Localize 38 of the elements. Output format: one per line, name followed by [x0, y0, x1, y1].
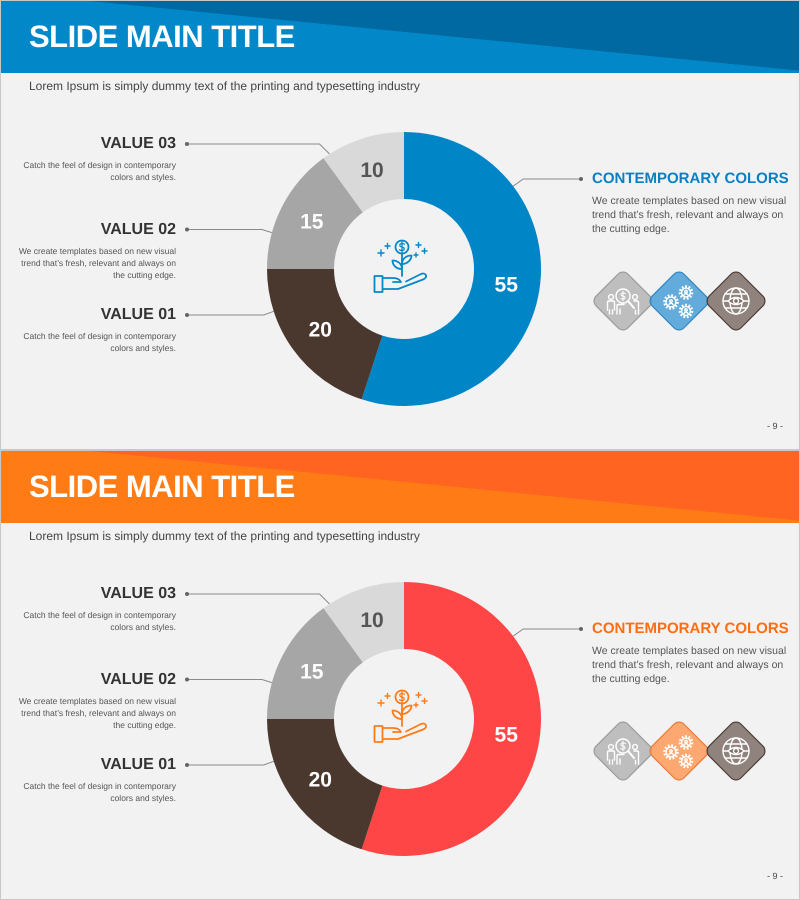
- donut-slice: [267, 608, 363, 719]
- donut-slice: [362, 582, 541, 856]
- text: We create templates based on new visual trend that’s fresh, relevant and always on the cutting edge.: [592, 194, 788, 236]
- text: - 9 -: [766, 871, 783, 881]
- slice-label: VALUE 01: [100, 305, 176, 325]
- chart-title: SLIDE MAIN TITLE: [29, 468, 295, 506]
- text: Catch the feel of design in contemporary colors and styles.: [22, 780, 176, 804]
- data-label: 15: [300, 660, 324, 684]
- slice-label: VALUE 03: [100, 584, 176, 604]
- data-label: 20: [308, 768, 332, 792]
- slice-label: VALUE 01: [100, 755, 176, 775]
- donut-slice: [267, 158, 363, 269]
- data-label: 55: [494, 274, 518, 297]
- donut-slice: [267, 269, 382, 400]
- data-label: 15: [300, 210, 324, 234]
- slice-label: VALUE 03: [100, 134, 176, 154]
- text: We create templates based on new visual trend that’s fresh, relevant and always on the cutting edge.: [18, 694, 176, 730]
- chart-subtitle: Lorem Ipsum is simply dummy text of the printing and typesetting industry: [29, 528, 420, 544]
- slice-label: VALUE 02: [100, 670, 176, 690]
- text: Catch the feel of design in contemporary colors and styles.: [22, 609, 176, 633]
- text: Catch the feel of design in contemporary colors and styles.: [22, 159, 176, 183]
- text: We create templates based on new visual trend that’s fresh, relevant and always on the cutting edge.: [18, 244, 176, 280]
- text: - 9 -: [766, 421, 783, 431]
- text: Catch the feel of design in contemporary colors and styles.: [22, 330, 176, 354]
- slice-label: VALUE 02: [100, 220, 176, 240]
- data-label: 10: [360, 609, 384, 632]
- donut-slice: [323, 132, 404, 212]
- slice-label: CONTEMPORARY COLORS: [592, 619, 790, 639]
- chart-subtitle: Lorem Ipsum is simply dummy text of the printing and typesetting industry: [29, 78, 420, 94]
- donut-slice: [362, 132, 541, 406]
- data-label: 20: [308, 318, 332, 342]
- donut-slice: [267, 719, 382, 850]
- data-label: 10: [360, 159, 384, 182]
- chart-title: SLIDE MAIN TITLE: [29, 18, 295, 56]
- slice-label: CONTEMPORARY COLORS: [592, 169, 790, 189]
- data-label: 55: [494, 724, 518, 747]
- donut-slice: [323, 582, 404, 662]
- text: We create templates based on new visual trend that’s fresh, relevant and always on the cutting edge.: [592, 644, 788, 686]
